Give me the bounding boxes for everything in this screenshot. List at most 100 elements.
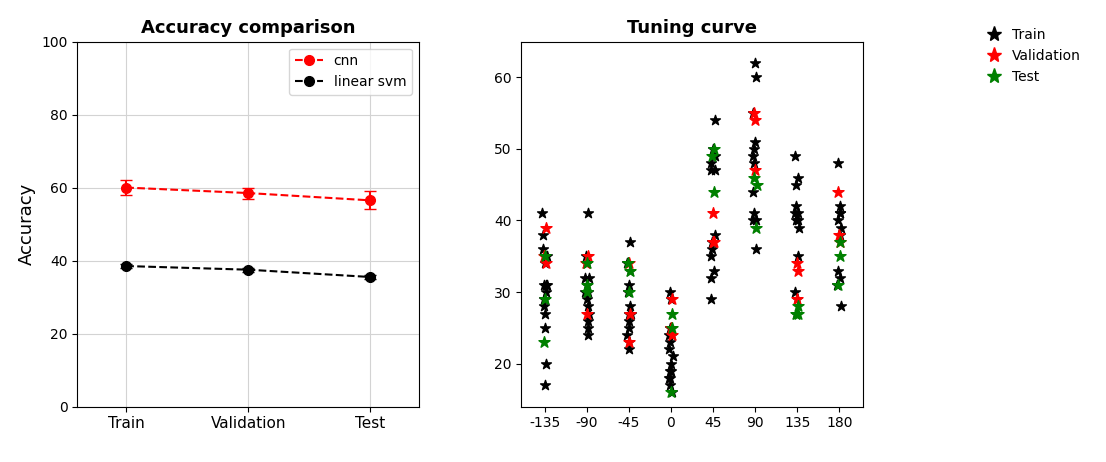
Point (745, 138, 763, 146)
Point (705, 210, 722, 217)
Point (702, 253, 720, 260)
Point (786, 288, 804, 296)
Point (580, 303, 597, 310)
Legend: cnn, linear svm: cnn, linear svm (290, 49, 411, 95)
Point (744, 217, 762, 224)
Point (703, 238, 721, 246)
Point (576, 274, 594, 281)
Y-axis label: Accuracy: Accuracy (18, 183, 35, 265)
Point (534, 231, 552, 238)
Legend: Train, Validation, Test: Train, Validation, Test (973, 21, 1088, 91)
Point (622, 310, 639, 317)
Point (538, 288, 555, 296)
Point (787, 310, 805, 317)
Point (660, 382, 678, 389)
Point (578, 260, 596, 267)
Point (661, 324, 679, 332)
Point (662, 324, 680, 332)
Point (620, 303, 638, 310)
Point (580, 274, 597, 281)
Point (665, 353, 682, 360)
Point (578, 260, 596, 267)
Point (748, 181, 765, 188)
Point (660, 339, 678, 346)
Point (620, 267, 638, 274)
Point (580, 324, 597, 332)
Point (702, 245, 720, 253)
Point (660, 331, 678, 339)
Point (787, 202, 805, 210)
Point (831, 238, 848, 246)
Point (577, 296, 595, 303)
Point (538, 281, 555, 289)
Point (702, 296, 720, 303)
Point (747, 116, 764, 124)
Title: Tuning curve: Tuning curve (627, 19, 757, 37)
Point (707, 116, 724, 124)
Point (747, 224, 764, 231)
Point (705, 188, 722, 195)
Point (536, 296, 554, 303)
Point (830, 188, 847, 195)
Point (787, 296, 805, 303)
Point (662, 296, 680, 303)
Point (748, 217, 765, 224)
Point (786, 152, 804, 160)
Point (622, 310, 639, 317)
Point (832, 303, 849, 310)
Point (618, 331, 636, 339)
Point (661, 288, 679, 296)
Point (831, 231, 848, 238)
Point (620, 310, 638, 317)
Point (535, 253, 553, 260)
Point (618, 260, 636, 267)
Point (830, 217, 847, 224)
Point (536, 360, 554, 367)
Point (662, 331, 680, 339)
Point (578, 281, 596, 289)
Point (577, 260, 595, 267)
Point (660, 346, 678, 353)
Point (578, 310, 596, 317)
Point (791, 224, 808, 231)
Point (786, 181, 804, 188)
Point (706, 145, 723, 152)
Point (619, 281, 637, 289)
Point (535, 281, 553, 289)
Point (745, 174, 763, 181)
Point (576, 288, 594, 296)
Point (789, 296, 806, 303)
Point (790, 210, 807, 217)
Point (830, 281, 847, 289)
Point (660, 374, 678, 382)
Point (538, 260, 555, 267)
Point (832, 274, 849, 281)
Point (535, 303, 553, 310)
Point (578, 281, 596, 289)
Point (747, 167, 764, 174)
Point (619, 339, 637, 346)
Point (789, 303, 806, 310)
Point (619, 346, 637, 353)
Point (661, 389, 679, 396)
Point (831, 210, 848, 217)
Point (661, 360, 679, 367)
Point (664, 331, 681, 339)
Point (830, 159, 847, 167)
Point (787, 310, 805, 317)
Point (706, 231, 723, 238)
Point (533, 210, 551, 217)
Point (536, 253, 554, 260)
Point (538, 253, 555, 260)
Point (661, 296, 679, 303)
Point (747, 59, 764, 67)
Point (580, 210, 597, 217)
Point (744, 152, 762, 160)
Point (619, 288, 637, 296)
Point (536, 253, 554, 260)
Point (705, 145, 722, 152)
Point (831, 210, 848, 217)
Point (662, 367, 680, 375)
Point (831, 202, 848, 210)
Point (832, 253, 849, 260)
